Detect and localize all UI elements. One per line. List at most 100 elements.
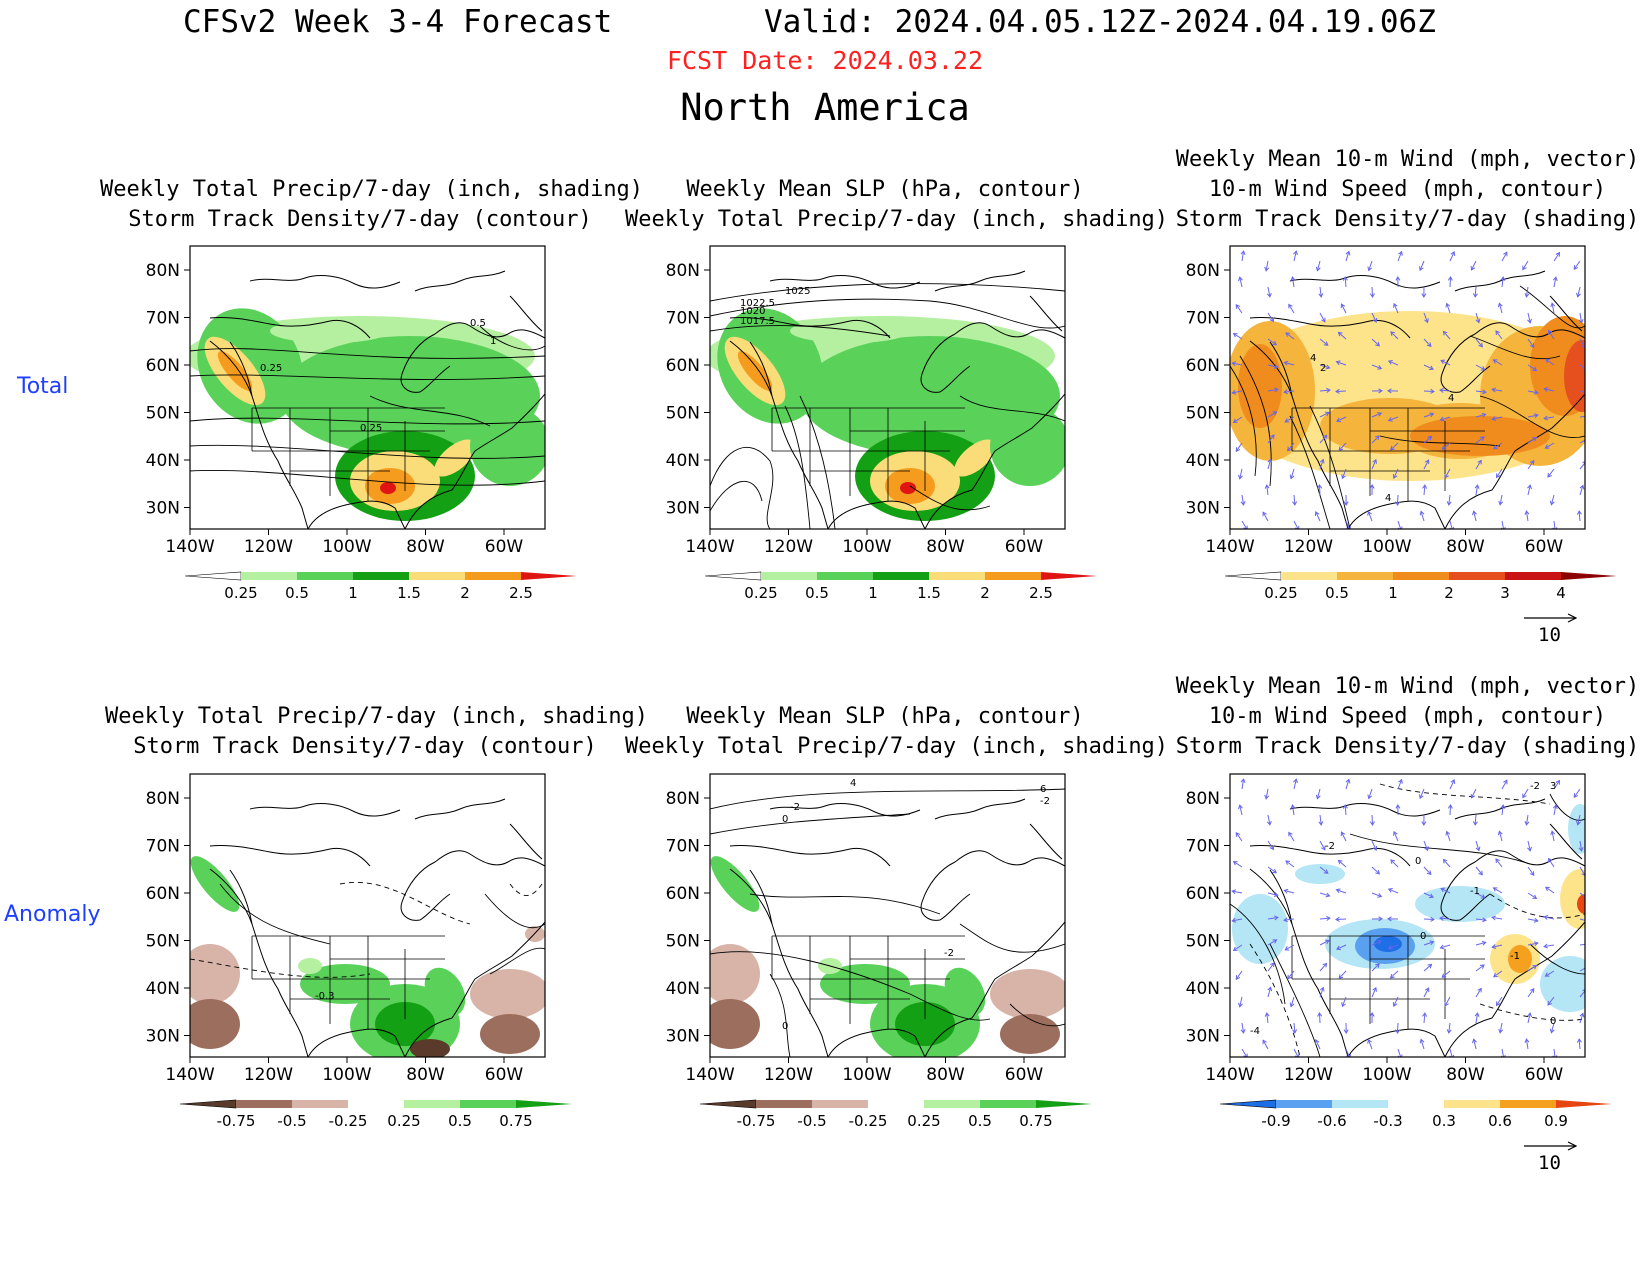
colorbar-label: 1 bbox=[868, 584, 878, 602]
wind-vector bbox=[1495, 330, 1503, 340]
lat-tick-label: 80N bbox=[666, 789, 700, 809]
wind-vector-head bbox=[1232, 946, 1238, 951]
wind-vector-head bbox=[1262, 1039, 1267, 1045]
coastline bbox=[1269, 341, 1293, 397]
coastline bbox=[229, 341, 253, 397]
wind-vector-head bbox=[1491, 416, 1497, 421]
wind-vector bbox=[1319, 389, 1331, 392]
lon-tick-label: 120W bbox=[764, 1065, 813, 1085]
wind-vector bbox=[1368, 788, 1373, 799]
panel-5-title: Weekly Mean SLP (hPa, contour) Weekly To… bbox=[625, 702, 1168, 762]
wind-vector-head bbox=[1235, 447, 1241, 452]
colorbar-label: -0.75 bbox=[737, 1112, 776, 1130]
lat-tick-label: 80N bbox=[146, 789, 180, 809]
wind-vector bbox=[1267, 939, 1277, 946]
contour-line bbox=[484, 893, 545, 929]
wind-vector-head bbox=[1395, 501, 1401, 506]
lon-tick-label: 120W bbox=[244, 537, 293, 557]
colorbar-label: 0.75 bbox=[1019, 1112, 1052, 1130]
wind-vector bbox=[1293, 779, 1297, 790]
wind-vector bbox=[1475, 460, 1482, 470]
wind-vector-head bbox=[1547, 1000, 1552, 1006]
wind-vector bbox=[1239, 277, 1243, 288]
wind-vector bbox=[1285, 860, 1295, 868]
contour-line bbox=[1269, 943, 1321, 1057]
wind-vector-head bbox=[1266, 820, 1272, 826]
wind-vector bbox=[1550, 1022, 1555, 1033]
colorbar-label: 0.5 bbox=[448, 1112, 472, 1130]
contour-line bbox=[190, 444, 545, 459]
colorbar-precip-total: 0.25 0.5 1 1.5 2 2.5 bbox=[175, 568, 597, 612]
wind-vector bbox=[1492, 916, 1503, 920]
wind-vector bbox=[1341, 996, 1347, 1007]
wind-vector bbox=[1267, 312, 1274, 322]
shading-region bbox=[710, 856, 760, 912]
wind-vector bbox=[1267, 434, 1275, 444]
wind-vector bbox=[1241, 251, 1245, 262]
wind-vector bbox=[1368, 260, 1373, 271]
wind-vector-head bbox=[1317, 1012, 1323, 1017]
shading-region bbox=[470, 969, 545, 1019]
wind-vector bbox=[1501, 252, 1508, 262]
wind-vector bbox=[1522, 260, 1529, 270]
reference-vector-total: 10 bbox=[1522, 610, 1582, 650]
wind-vector bbox=[1235, 832, 1243, 842]
lat-tick-label: 40N bbox=[666, 979, 700, 999]
wind-vector-head bbox=[1293, 778, 1298, 784]
wind-vector-head bbox=[1387, 916, 1392, 922]
contour-line bbox=[509, 883, 543, 896]
wind-vector bbox=[1544, 916, 1555, 920]
wind-vector bbox=[1266, 485, 1269, 496]
contour-line bbox=[1519, 285, 1585, 329]
wind-vector-head bbox=[1586, 919, 1590, 923]
coastline bbox=[404, 393, 545, 529]
contour-label: 0 bbox=[782, 1021, 788, 1032]
colorbar-label: 0.25 bbox=[387, 1112, 420, 1130]
wind-vector-head bbox=[1430, 388, 1435, 394]
shading-region bbox=[217, 351, 253, 391]
colorbar-label: 0.25 bbox=[224, 584, 257, 602]
contour-label: 1 bbox=[490, 336, 496, 347]
map-panel-wind-storm-total: 4 2 4 4 80N 70N 60N 50N 40N 30N 140W 120W 100W 80W 60W bbox=[1175, 238, 1595, 561]
wind-vector-head bbox=[1533, 389, 1539, 395]
lon-tick-label: 100W bbox=[842, 537, 891, 557]
wind-vector-head bbox=[1289, 1002, 1295, 1008]
contour-line bbox=[1249, 943, 1301, 1057]
wind-vector-head bbox=[1336, 417, 1341, 423]
wind-vector bbox=[1473, 511, 1477, 522]
wind-vector bbox=[1319, 963, 1327, 972]
wind-vector bbox=[1388, 888, 1399, 894]
wind-vector bbox=[1475, 964, 1485, 972]
wind-vector bbox=[1290, 996, 1295, 1007]
colorbar-storm-total: 0.25 0.5 1 2 3 4 bbox=[1215, 568, 1637, 612]
wind-vector-head bbox=[1335, 916, 1340, 922]
wind-vector bbox=[1493, 442, 1503, 450]
wind-vector-head bbox=[1387, 360, 1393, 365]
colorbar-svg: -0.75 -0.5 -0.25 0.25 0.5 0.75 bbox=[179, 1099, 572, 1130]
wind-vector-head bbox=[1529, 871, 1535, 876]
coastline bbox=[1289, 275, 1441, 289]
row-label-total: Total bbox=[17, 374, 69, 399]
lon-tick-label: 140W bbox=[685, 537, 734, 557]
shading-region bbox=[190, 944, 240, 1004]
wind-vector-head bbox=[1343, 1029, 1349, 1034]
wind-vector bbox=[1423, 364, 1434, 370]
wind-vector bbox=[1527, 338, 1535, 348]
wind-vector-head bbox=[1273, 364, 1279, 369]
wind-vector bbox=[1393, 996, 1399, 1007]
wind-vector bbox=[1388, 944, 1399, 950]
wind-vector-head bbox=[1529, 460, 1535, 465]
contour-line bbox=[909, 485, 991, 511]
wind-vector bbox=[1423, 338, 1432, 347]
wind-vector-head bbox=[1496, 473, 1501, 479]
wind-vector-head bbox=[1429, 940, 1435, 946]
coastline bbox=[404, 921, 545, 1057]
wind-vector-head bbox=[1285, 860, 1291, 865]
wind-vector-head bbox=[1430, 916, 1435, 922]
wind-vector bbox=[1267, 364, 1278, 368]
wind-vector bbox=[1371, 338, 1380, 347]
wind-vector-head bbox=[1447, 804, 1453, 809]
wind-vector bbox=[1284, 889, 1295, 894]
lat-tick-label: 30N bbox=[1186, 1027, 1220, 1047]
wind-vector-head bbox=[1498, 500, 1504, 506]
